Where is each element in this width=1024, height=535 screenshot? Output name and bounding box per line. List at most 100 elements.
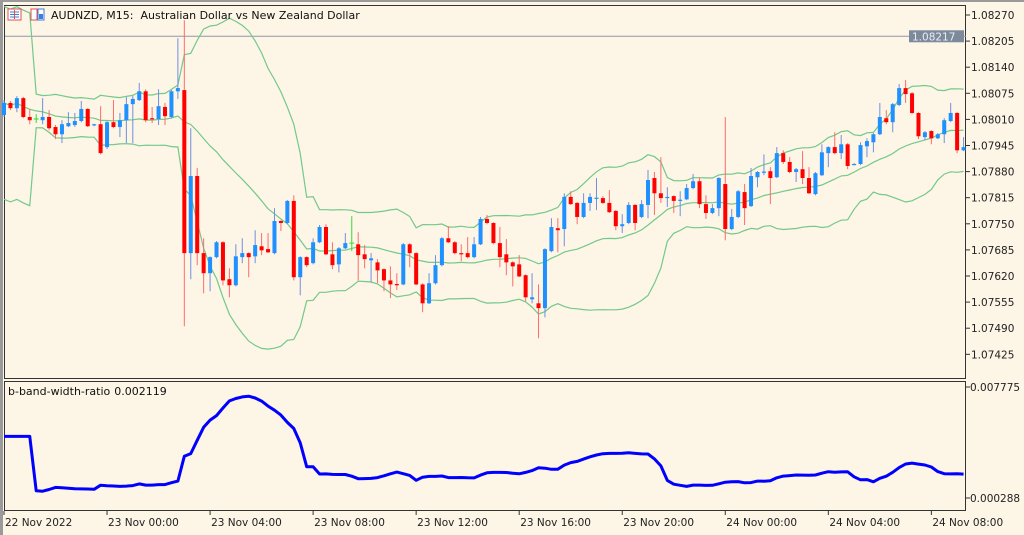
candle-body <box>324 227 328 255</box>
candle-body <box>594 197 599 199</box>
price-tick-label: 1.08010 <box>971 114 1014 126</box>
candle-body <box>832 147 837 154</box>
candle <box>890 102 895 133</box>
candle <box>388 266 393 299</box>
candle-body <box>890 104 895 123</box>
candle <box>626 202 631 225</box>
candle <box>871 133 876 153</box>
candle-body <box>214 242 219 258</box>
candle <box>182 20 187 327</box>
candle <box>497 227 502 268</box>
candle-body <box>935 134 940 139</box>
candle-body <box>98 124 103 154</box>
candle <box>439 237 444 267</box>
band-lower <box>3 127 964 350</box>
candle-body <box>105 122 110 148</box>
candle <box>665 187 670 207</box>
candle <box>729 208 734 231</box>
candle-body <box>21 98 26 117</box>
candle <box>253 230 258 264</box>
candle <box>27 108 32 125</box>
candle <box>897 84 902 107</box>
candle-body <box>781 153 786 162</box>
candle-body <box>72 121 77 126</box>
candle <box>678 191 683 217</box>
price-tick-label: 1.07815 <box>971 193 1014 205</box>
candle <box>613 210 618 231</box>
indicator-tick-label: 0.000288 <box>970 493 1020 505</box>
price-axis[interactable]: 1.08270 1.08205 1.08140 1.08075 1.08010 1.079… <box>966 10 1014 361</box>
candle <box>774 147 779 179</box>
candle <box>53 125 58 140</box>
candle-body <box>2 102 6 115</box>
candle-body <box>510 262 515 267</box>
candle-body <box>819 152 824 176</box>
time-tick-label: 24 Nov 00:00 <box>726 517 797 529</box>
candle-body <box>562 196 567 230</box>
candle-body <box>27 116 32 121</box>
price-tick-label: 1.08075 <box>971 88 1014 100</box>
candle-body <box>961 147 966 151</box>
candle-body <box>414 253 419 285</box>
candle-body <box>626 204 631 223</box>
candle <box>137 82 142 101</box>
candle-body <box>465 253 470 258</box>
candle <box>639 200 644 219</box>
candle-body <box>343 243 348 249</box>
price-tick-label: 1.07620 <box>971 271 1014 283</box>
data-window-icon[interactable] <box>30 8 45 21</box>
indicator-tick-label: 0.007775 <box>970 382 1020 394</box>
candle <box>452 241 457 255</box>
candle <box>47 110 52 131</box>
candle-body <box>716 178 721 209</box>
chart-list-icon[interactable] <box>7 8 22 21</box>
candle <box>278 220 283 232</box>
candle <box>555 218 560 253</box>
candle-body <box>85 108 90 127</box>
price-tick-label: 1.07555 <box>971 297 1014 309</box>
candle-body <box>723 184 728 230</box>
candle-body <box>388 280 393 285</box>
time-axis[interactable]: 22 Nov 2022 23 Nov 00:00 23 Nov 04:00 23 No… <box>3 511 1003 529</box>
candle <box>491 222 496 245</box>
candle <box>955 112 960 154</box>
candle <box>240 238 245 264</box>
candle <box>362 245 367 269</box>
candle-body <box>864 141 869 147</box>
candle-body <box>691 181 696 189</box>
candle-body <box>800 169 805 179</box>
candle <box>201 238 206 294</box>
candle <box>208 256 213 292</box>
candle-body <box>427 283 432 304</box>
candle <box>819 144 824 177</box>
candle-body <box>66 123 71 127</box>
candle-body <box>439 238 444 266</box>
candle <box>536 284 541 339</box>
candle-body <box>581 202 586 217</box>
candle-body <box>298 257 303 278</box>
candle <box>703 195 708 219</box>
candle-body <box>240 253 245 258</box>
candle-body <box>433 265 438 284</box>
candle-body <box>220 242 225 281</box>
candle-body <box>143 91 148 121</box>
candle-body <box>233 256 238 286</box>
window-left-edge <box>0 0 3 535</box>
time-tick-label: 23 Nov 20:00 <box>623 517 694 529</box>
price-tick-label: 1.07945 <box>971 141 1014 153</box>
candle-body <box>807 178 811 194</box>
indicator-axis: 0.007775 0.000288 <box>966 382 1020 505</box>
candle <box>92 123 97 127</box>
candle-body <box>246 253 251 258</box>
candle <box>633 204 638 231</box>
candle-body <box>195 176 200 254</box>
candle <box>903 80 908 103</box>
price-tick-label: 1.07685 <box>971 245 1014 257</box>
candle-body <box>401 244 406 285</box>
indicator-pane[interactable] <box>4 381 966 511</box>
candle <box>472 237 477 259</box>
candle-body <box>491 222 496 244</box>
candle <box>311 238 316 265</box>
main-pane[interactable] <box>4 5 966 379</box>
